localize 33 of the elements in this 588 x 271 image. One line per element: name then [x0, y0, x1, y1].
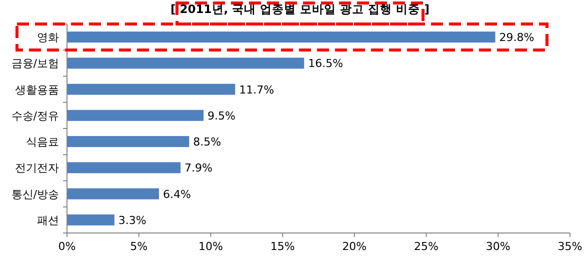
y-tick-label: 통신/방송: [11, 188, 59, 201]
y-tick-label: 전기전자: [15, 162, 59, 175]
bar: [67, 84, 236, 95]
bar: [67, 136, 190, 148]
bar: [67, 214, 114, 226]
y-tick-label: 영화: [37, 31, 59, 44]
chart-title: [ 2011년, 국내 업종별 모바일 광고 집행 비중 ]: [170, 2, 430, 16]
data-label: 6.4%: [162, 188, 191, 201]
x-tick-label: 20%: [342, 240, 367, 253]
data-label: 7.9%: [184, 162, 212, 175]
x-tick-label: 30%: [486, 240, 510, 253]
y-tick-label: 패션: [37, 214, 59, 227]
x-tick-label: 15%: [270, 240, 295, 253]
y-tick-label: 수송/정유: [11, 109, 59, 122]
bar: [67, 58, 304, 69]
y-tick-label: 생활용품: [15, 83, 59, 96]
x-tick-label: 10%: [198, 240, 223, 253]
bar: [67, 110, 204, 121]
x-tick-label: 0%: [58, 240, 76, 253]
data-label: 8.5%: [193, 136, 222, 149]
bar: [67, 32, 496, 43]
bar: [67, 162, 181, 174]
y-tick-label: 금융/보험: [11, 57, 59, 70]
data-label: 3.3%: [118, 214, 146, 227]
data-label: 11.7%: [239, 83, 274, 96]
data-label: 16.5%: [308, 57, 344, 70]
x-tick-label: 25%: [414, 240, 439, 253]
x-tick-label: 35%: [558, 240, 582, 253]
data-label: 29.8%: [499, 31, 534, 44]
data-label: 9.5%: [208, 109, 236, 122]
y-tick-label: 식음료: [26, 136, 59, 149]
x-tick-label: 5%: [130, 240, 148, 253]
bar: [67, 188, 159, 200]
